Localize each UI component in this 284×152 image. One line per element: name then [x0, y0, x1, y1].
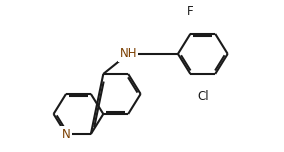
Text: F: F	[187, 5, 194, 18]
Text: NH: NH	[120, 47, 137, 60]
Text: N: N	[62, 128, 70, 141]
Text: Cl: Cl	[197, 90, 209, 103]
